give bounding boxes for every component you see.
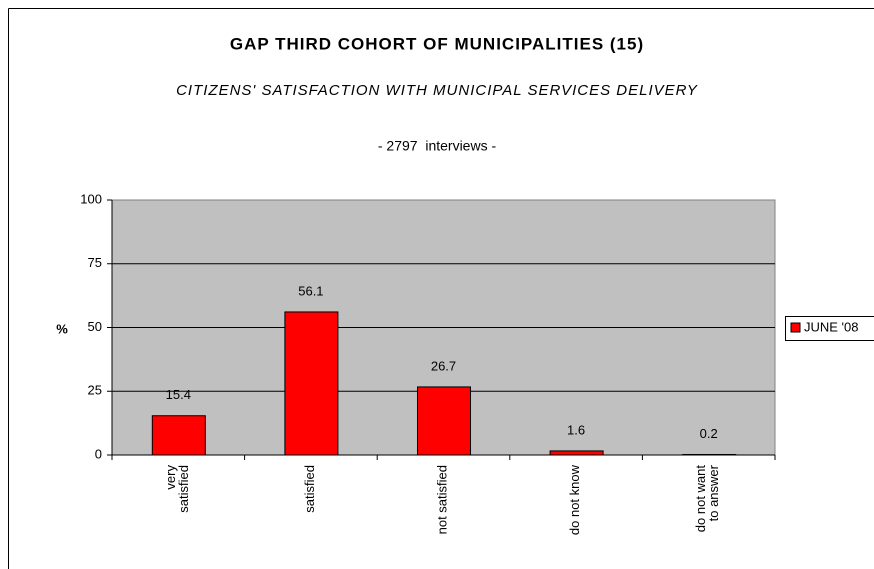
data-label: 0.2 bbox=[700, 426, 718, 441]
y-tick-label: 25 bbox=[88, 383, 102, 398]
x-tick-label: do not know bbox=[568, 464, 583, 535]
x-tick-label: do not wantto answer bbox=[694, 464, 722, 532]
bar bbox=[549, 450, 604, 456]
legend-label: JUNE '08 bbox=[804, 319, 859, 334]
chart-subtitle: CITIZENS' SATISFACTION WITH MUNICIPAL SE… bbox=[176, 82, 698, 99]
y-tick-label: 75 bbox=[88, 255, 102, 270]
bar bbox=[284, 311, 339, 456]
data-label: 26.7 bbox=[431, 358, 456, 373]
bar bbox=[682, 453, 737, 456]
x-tick-label: satisfied bbox=[302, 465, 317, 513]
y-axis-label: % bbox=[56, 321, 68, 336]
data-label: 56.1 bbox=[298, 283, 323, 298]
y-tick-label: 100 bbox=[80, 191, 102, 206]
chart-title: GAP THIRD COHORT OF MUNICIPALITIES (15) bbox=[230, 34, 644, 53]
y-tick-label: 0 bbox=[95, 446, 102, 461]
x-tick-label: not satisfied bbox=[435, 465, 450, 534]
annotation: - 2797 interviews - bbox=[378, 138, 497, 154]
data-label: 15.4 bbox=[166, 387, 191, 402]
bar bbox=[417, 386, 471, 456]
y-tick-label: 50 bbox=[88, 319, 102, 334]
bar bbox=[151, 415, 206, 456]
x-tick-label: verysatisfied bbox=[163, 465, 191, 513]
legend-swatch bbox=[790, 322, 801, 333]
data-label: 1.6 bbox=[567, 422, 585, 437]
